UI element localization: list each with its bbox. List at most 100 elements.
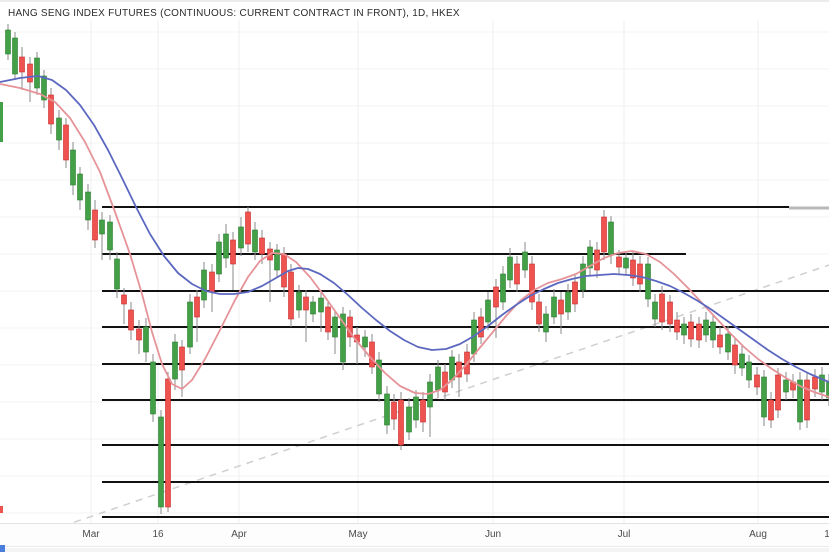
left-edge-artifact-blue [0,545,5,552]
price-chart[interactable] [0,2,829,523]
candle [514,256,520,292]
x-axis-label-may: May [348,529,368,540]
candle [500,266,506,310]
candle [413,390,419,428]
candle [783,372,789,400]
candle [384,386,390,434]
candle [121,288,127,324]
candle [572,274,578,312]
candle [435,360,441,398]
x-axis-label-jun: Jun [484,529,502,540]
candle [325,300,331,340]
candle [150,354,156,422]
candle [77,167,83,210]
candle [717,327,723,354]
candle [340,307,346,370]
candle [310,296,316,322]
candle [172,334,178,390]
candle [128,302,134,340]
candle [703,312,709,342]
candle [558,292,564,334]
candle [114,252,120,298]
candle [70,142,76,195]
candle [252,222,258,260]
candle [645,257,651,307]
candle [27,57,33,102]
candle [19,47,25,90]
candle [710,314,716,348]
candle [209,264,215,312]
candle [427,374,433,437]
candle [543,306,549,342]
candle [48,88,54,134]
candle [136,320,142,354]
candle [587,240,593,276]
candle [775,368,781,418]
candle [267,242,273,302]
candle [376,352,382,402]
candle [420,392,426,432]
ma-slow-blue [0,75,829,383]
candle [99,212,105,260]
x-axis-label-apr: Apr [231,529,247,540]
candle [696,317,702,348]
candle [790,374,796,398]
candle [158,410,164,514]
chart-title: HANG SENG INDEX FUTURES (CONTINUOUS: CUR… [8,8,460,19]
candle [551,289,557,324]
candle [630,252,636,286]
candle [507,248,513,288]
candle [201,262,207,308]
trendline[interactable] [25,264,829,523]
candle [761,370,767,426]
candle [259,230,265,264]
candle [797,372,803,430]
candle [826,374,829,406]
candle [5,24,11,60]
left-edge-artifact-green [0,102,3,142]
chart-canvas[interactable] [0,2,829,523]
candle [143,318,149,362]
candle [107,215,113,260]
candle [565,284,571,320]
candles-layer [5,24,829,514]
candle [681,317,687,344]
candle [216,234,222,282]
candle [245,207,251,252]
candle [85,184,91,230]
candle [34,52,40,95]
candle [659,286,665,330]
candle [369,334,375,374]
x-axis-label-1: 1 [824,529,829,540]
candle [674,312,680,340]
candle [332,310,338,354]
candle [623,252,629,276]
candle [223,224,229,268]
candle [522,242,528,278]
candle [165,372,171,512]
candle [296,285,302,318]
candle [601,210,607,260]
grid-lines [0,20,829,523]
candle [652,294,658,327]
candle [536,294,542,332]
candle [318,290,324,332]
footer-strip [0,548,829,552]
candle [56,110,62,150]
candle [354,327,360,364]
candle [529,256,535,310]
candle [194,290,200,342]
x-axis-label-16: 16 [152,529,164,540]
candle [478,308,484,344]
candle [739,346,745,376]
candle [804,372,810,428]
candle [238,217,244,256]
candle [768,392,774,428]
candle [406,398,412,440]
candle [391,394,397,430]
candle [288,264,294,327]
ma-fast-red [0,83,829,398]
time-axis[interactable]: Mar 16 Apr May Jun Jul Aug 1 [0,523,829,547]
candle [12,32,18,80]
